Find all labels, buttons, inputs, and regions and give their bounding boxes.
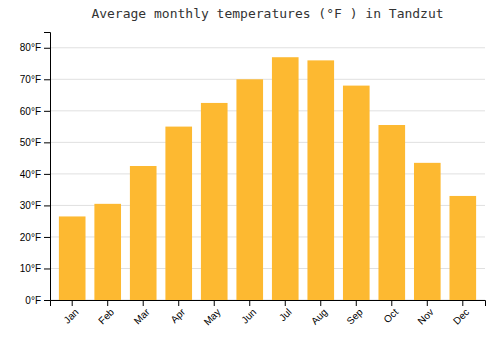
x-tick-label: May	[202, 306, 223, 327]
y-axis-line	[44, 33, 51, 301]
x-tick: Jan	[61, 300, 80, 326]
y-tick-mark	[44, 237, 50, 238]
x-axis: Jan Feb Mar Apr May Jun Jul Aug Sep Oct Nov Dec	[51, 300, 486, 328]
bar	[307, 60, 334, 300]
x-tick: Jul	[277, 300, 294, 323]
x-tick-mark	[320, 300, 321, 306]
y-tick-label: 10°F	[20, 263, 41, 274]
y-tick: 30°F	[20, 200, 50, 211]
x-tick-mark	[107, 300, 108, 306]
y-tick: 0°F	[25, 295, 50, 306]
x-tick-mark	[72, 300, 73, 306]
x-tick: Mar	[132, 300, 152, 326]
x-tick-mark	[391, 300, 392, 306]
x-tick-label: Aug	[309, 306, 329, 326]
x-tick-mark	[285, 300, 286, 306]
x-tick-label: Feb	[96, 306, 116, 326]
y-tick: 60°F	[20, 106, 50, 117]
x-tick: Apr	[168, 300, 187, 325]
y-tick: 70°F	[20, 74, 50, 85]
y-tick: 20°F	[20, 232, 50, 243]
marks	[59, 57, 476, 300]
x-tick: Oct	[381, 300, 400, 325]
x-tick: May	[202, 300, 223, 328]
y-tick: 80°F	[20, 42, 50, 53]
y-tick-label: 40°F	[20, 169, 41, 180]
x-tick-label: Dec	[451, 306, 471, 326]
x-axis-line	[51, 301, 486, 307]
x-tick: Jun	[239, 300, 258, 326]
grid	[50, 48, 485, 300]
x-tick-label: Jul	[277, 306, 294, 323]
x-tick-label: Jun	[239, 306, 258, 325]
y-tick-label: 20°F	[20, 232, 41, 243]
x-tick-label: Oct	[381, 306, 400, 325]
x-tick-mark	[462, 300, 463, 306]
y-tick-mark	[44, 174, 50, 175]
y-tick-label: 60°F	[20, 106, 41, 117]
bar	[94, 204, 121, 300]
y-tick-label: 80°F	[20, 42, 41, 53]
y-tick-label: 0°F	[25, 295, 41, 306]
y-tick-mark	[44, 142, 50, 143]
bar	[165, 127, 192, 300]
bar	[236, 79, 263, 300]
y-tick: 10°F	[20, 263, 50, 274]
x-tick-label: Jan	[61, 306, 80, 325]
y-tick-mark	[44, 48, 50, 49]
bar	[449, 196, 476, 300]
x-tick-mark	[427, 300, 428, 306]
grid-line	[50, 79, 485, 80]
bar	[130, 166, 157, 300]
bar	[201, 103, 228, 300]
x-tick-label: Mar	[132, 306, 152, 326]
x-tick: Dec	[451, 300, 471, 327]
y-axis: 0°F 10°F 20°F 30°F 40°F 50°F 60°F 70°F 80°F	[20, 33, 51, 306]
y-tick: 40°F	[20, 169, 50, 180]
grid-line	[50, 142, 485, 143]
x-tick-mark	[249, 300, 250, 306]
y-tick: 50°F	[20, 137, 50, 148]
x-tick: Sep	[344, 300, 365, 327]
bar	[378, 125, 405, 300]
y-tick-mark	[44, 111, 50, 112]
bar	[272, 57, 299, 300]
plot-area: 0°F 10°F 20°F 30°F 40°F 50°F 60°F 70°F 80°F Jan Fe…	[20, 33, 486, 328]
x-tick-mark	[143, 300, 144, 306]
grid-line	[50, 47, 485, 48]
x-tick-label: Sep	[344, 306, 365, 327]
x-tick-mark	[214, 300, 215, 306]
x-tick: Aug	[309, 300, 329, 327]
grid-line	[50, 110, 485, 111]
x-tick-mark	[356, 300, 357, 306]
y-tick-label: 70°F	[20, 74, 41, 85]
x-tick-label: Nov	[415, 306, 435, 326]
x-tick: Nov	[415, 300, 435, 327]
y-tick-mark	[44, 300, 50, 301]
bar	[414, 163, 441, 300]
y-tick-mark	[44, 268, 50, 269]
y-tick-label: 50°F	[20, 137, 41, 148]
chart: 0°F 10°F 20°F 30°F 40°F 50°F 60°F 70°F 80°F Jan Fe…	[0, 0, 500, 350]
x-tick-label: Apr	[168, 306, 187, 325]
bar	[343, 86, 370, 300]
bar	[59, 216, 86, 300]
title: Average monthly temperatures (°F ) in Ta…	[91, 6, 443, 21]
y-tick-mark	[44, 79, 50, 80]
x-tick: Feb	[96, 300, 116, 326]
x-tick-mark	[178, 300, 179, 306]
y-tick-label: 30°F	[20, 200, 41, 211]
y-tick-mark	[44, 205, 50, 206]
